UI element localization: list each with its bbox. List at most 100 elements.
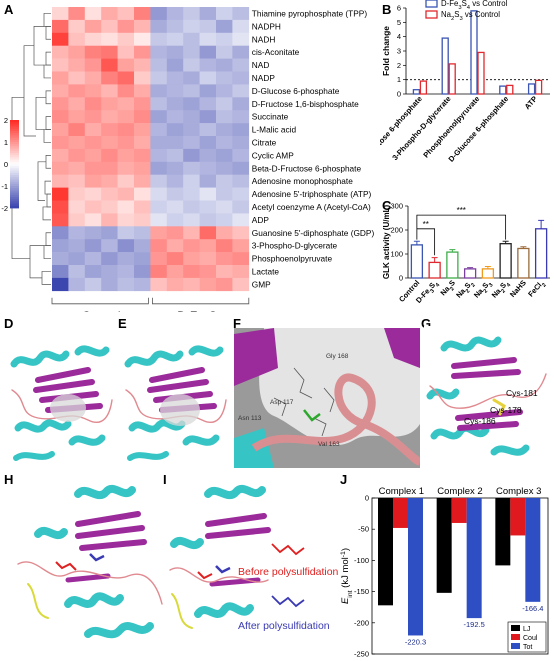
heatmap-cells <box>52 7 250 292</box>
heatmap-cell <box>117 32 135 46</box>
fold-change-legend-swatch <box>425 0 438 8</box>
heatmap-cell <box>101 7 118 21</box>
heatmap-cell <box>101 161 118 175</box>
colorbar-tick: 2 <box>4 116 8 125</box>
heatmap-cell <box>68 213 86 227</box>
heatmap-cell <box>199 226 217 240</box>
protein-structure-h <box>8 484 164 656</box>
heatmap-cell <box>68 265 86 279</box>
heatmap-cell <box>68 7 86 21</box>
heatmap-cell <box>150 71 168 85</box>
heatmap-cell <box>199 45 217 59</box>
glk-error-bar <box>538 219 545 229</box>
panel-label-g: G <box>421 316 432 331</box>
heatmap-cell <box>183 84 200 98</box>
energy-ylabel: Eint (kJ mol-1) <box>340 548 354 604</box>
heatmap-cell <box>166 213 184 227</box>
fold-change-bar <box>448 63 456 95</box>
heatmap-cell <box>183 136 200 150</box>
heatmap-cell <box>166 32 184 46</box>
heatmap-cell <box>199 97 217 111</box>
heatmap-cell <box>101 123 118 137</box>
heatmap-cell <box>183 123 200 137</box>
heatmap-cell <box>166 277 184 292</box>
heatmap-cell <box>52 136 69 150</box>
group-label-control: Control <box>82 309 121 312</box>
energy-category: Complex 1 <box>379 486 424 497</box>
heatmap-cell <box>216 123 233 137</box>
heatmap-cell <box>134 71 151 85</box>
heatmap-cell <box>68 58 86 72</box>
fold-change-bar <box>441 37 449 95</box>
residue-label-cys178: Cys-178 <box>490 405 522 415</box>
heatmap-cell <box>232 123 250 137</box>
heatmap-cell <box>101 110 118 124</box>
heatmap-cell <box>150 226 168 240</box>
significance-bracket <box>416 228 436 256</box>
energy-category: Complex 3 <box>496 486 541 497</box>
heatmap-cell <box>134 32 151 46</box>
glk-bar <box>446 251 459 279</box>
heatmap-cell <box>166 45 184 59</box>
heatmap-cell <box>183 45 200 59</box>
heatmap-cell <box>216 32 233 46</box>
heatmap-cell <box>84 45 102 59</box>
heatmap-cell <box>84 148 102 163</box>
heatmap-row-label: Phosphoenolpyruvate <box>252 254 333 264</box>
heatmap-cell <box>68 200 86 214</box>
heatmap-cell <box>183 148 200 163</box>
fold-change-bar <box>470 10 478 95</box>
heatmap-cell <box>150 84 168 98</box>
heatmap-cell <box>52 110 69 124</box>
heatmap-cell <box>84 7 102 21</box>
heatmap-cell <box>183 239 200 253</box>
heatmap-cell <box>150 45 168 59</box>
heatmap-cell <box>232 174 250 188</box>
heatmap-cell <box>84 58 102 72</box>
heatmap-cell <box>134 252 151 266</box>
heatmap-cell <box>232 110 250 124</box>
heatmap-row-label: Thiamine pyrophosphate (TPP) <box>252 8 368 18</box>
heatmap-cell <box>68 252 86 266</box>
heatmap-cell <box>68 110 86 124</box>
heatmap-panel: Thiamine pyrophosphate (TPP) NADPH NADH cis… <box>1 7 374 312</box>
energy-ytick: -250 <box>354 650 369 659</box>
heatmap-cell <box>117 71 135 85</box>
fold-change-legend-swatch <box>425 10 438 19</box>
heatmap-cell <box>150 32 168 46</box>
energy-legend-label: Coul <box>523 635 538 642</box>
heatmap-cell <box>166 71 184 85</box>
heatmap-cell <box>52 123 69 137</box>
heatmap-cell <box>166 161 184 175</box>
heatmap-cell <box>216 97 233 111</box>
heatmap-cell <box>134 136 151 150</box>
glk-bar <box>534 228 548 279</box>
heatmap-cell <box>166 110 184 124</box>
residue-label-asn113: Asn 113 <box>238 415 262 422</box>
heatmap-cell <box>183 7 200 21</box>
glk-category: NaHS <box>508 278 528 299</box>
energy-category: Complex 2 <box>437 486 482 497</box>
fold-change-ytick: 0 <box>397 90 401 99</box>
fold-change-ytick: 5 <box>397 18 401 27</box>
heatmap-cell <box>150 277 168 292</box>
residue-label-cys181: Cys-181 <box>506 388 538 398</box>
heatmap-cell <box>68 174 86 188</box>
heatmap-cell <box>199 148 217 163</box>
heatmap-row-label: Beta-D-Fructose 6-phosphate <box>252 163 362 173</box>
fold-change-ytick: 3 <box>397 47 401 56</box>
heatmap-cell <box>117 200 135 214</box>
heatmap-cell <box>68 136 86 150</box>
glk-error-bar <box>502 240 509 244</box>
heatmap-cell <box>101 148 118 163</box>
heatmap-cell <box>216 110 233 124</box>
heatmap-row-label: D-Glucose 6-phosphate <box>252 86 340 96</box>
heatmap-cell <box>150 7 168 21</box>
heatmap-cell <box>232 239 250 253</box>
heatmap-cell <box>183 252 200 266</box>
energy-bar <box>495 498 511 566</box>
protein-structure-e <box>122 330 230 466</box>
heatmap-cell <box>232 265 250 279</box>
heatmap-cell <box>84 84 102 98</box>
